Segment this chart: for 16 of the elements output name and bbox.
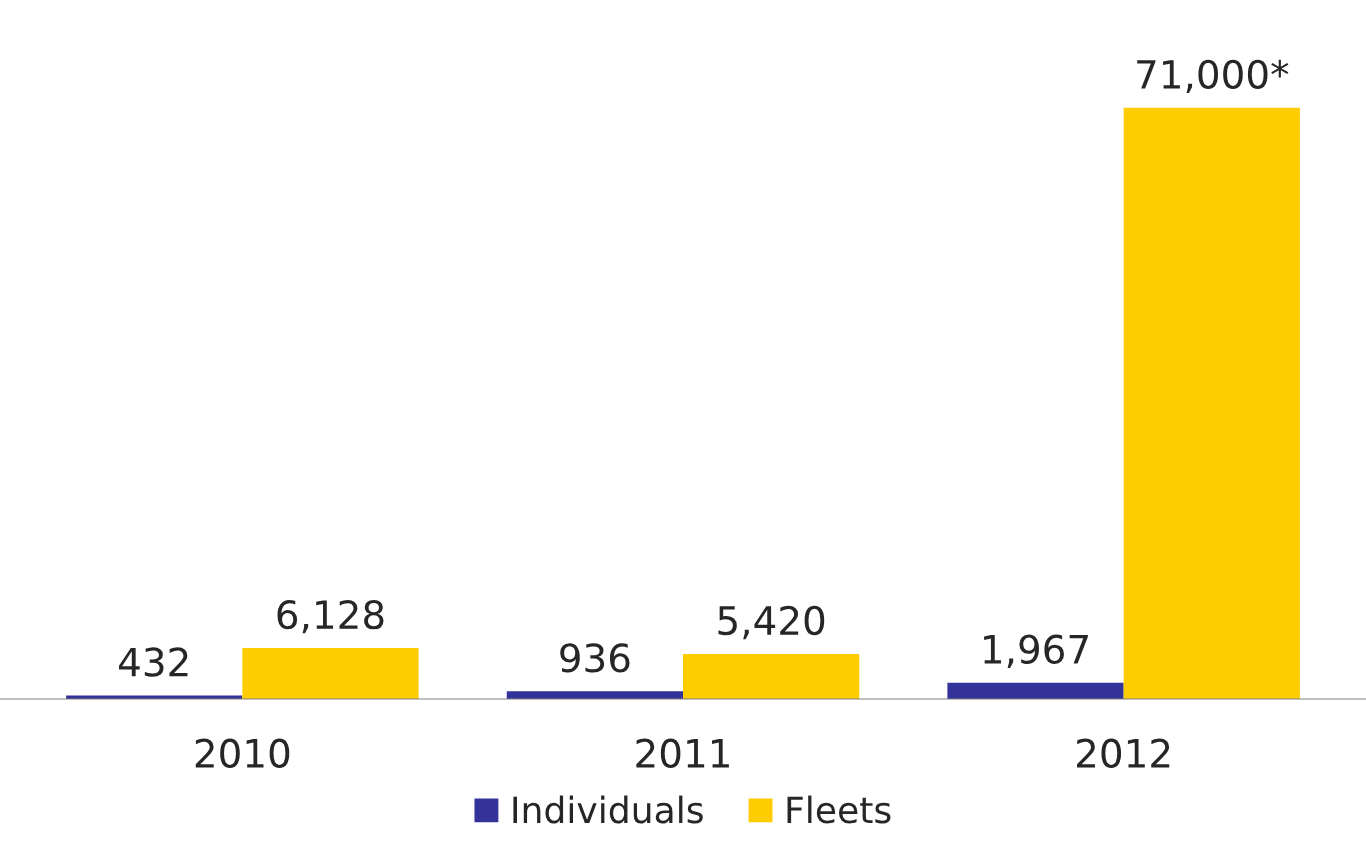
- data-label: 5,420: [718, 605, 825, 640]
- bar: [1123, 107, 1300, 700]
- data-label: 71,000*: [1137, 59, 1289, 94]
- bar: [242, 647, 419, 700]
- x-tick-label: 2011: [636, 738, 729, 769]
- data-label: 432: [119, 647, 188, 677]
- data-label: 1,967: [984, 634, 1088, 668]
- bar: [683, 653, 860, 700]
- x-tick-label: 2010: [195, 738, 290, 769]
- legend-label: Individuals: [513, 795, 703, 824]
- legend-label: Fleets: [787, 795, 891, 824]
- bar: [947, 682, 1124, 700]
- bar: [506, 691, 683, 700]
- data-label: 936: [560, 643, 630, 673]
- data-label: 6,128: [277, 599, 384, 634]
- x-tick-label: 2012: [1077, 738, 1170, 769]
